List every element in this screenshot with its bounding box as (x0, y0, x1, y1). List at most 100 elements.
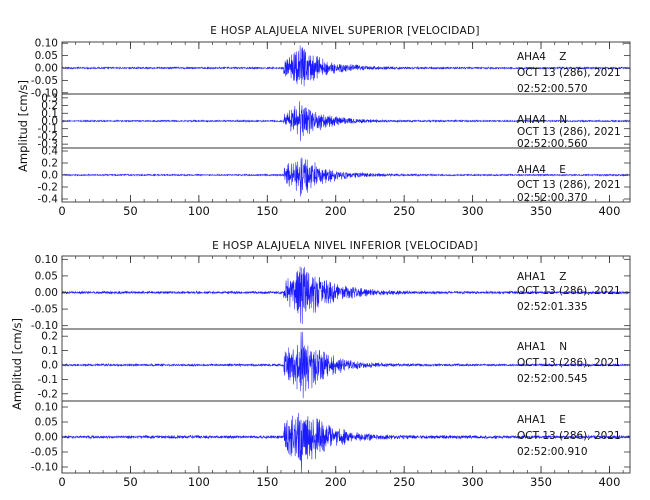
y-tick-label: 0.2 (41, 100, 58, 112)
y-tick-label: -0.10 (31, 320, 58, 332)
x-tick-label: 150 (256, 475, 278, 489)
y-tick-label: -0.05 (31, 304, 58, 316)
x-tick-label: 150 (256, 204, 278, 218)
component-code: E (559, 414, 566, 426)
station-label: AHA4 N (517, 114, 567, 126)
x-axis: 0 50 100 150 200 250 300 350 400 (58, 256, 624, 489)
y-tick-label: -0.05 (31, 447, 58, 459)
component-code: Z (559, 51, 566, 63)
y-tick-label: 0.00 (35, 63, 58, 75)
station-code: AHA4 (517, 114, 546, 126)
y-tick-label: -0.1 (38, 374, 59, 386)
y-ticks: 0.30.20.10.0-0.1-0.2-0.3 (38, 92, 630, 151)
trace-date: OCT 13 (286), 2021 (517, 67, 621, 79)
waveform-line (61, 45, 631, 87)
y-tick-label: 0.00 (35, 432, 58, 444)
component-code: N (559, 114, 567, 126)
station-label: AHA1 N (517, 341, 567, 353)
x-tick-label: 400 (598, 204, 620, 218)
trace-time: 02:52:00.370 (517, 192, 588, 204)
y-tick-label: -0.2 (38, 131, 59, 143)
y-tick-label: -0.10 (31, 87, 58, 99)
x-tick-label: 200 (325, 475, 347, 489)
x-tick-label: 0 (58, 475, 65, 489)
y-tick-label: -0.1 (38, 123, 59, 135)
x-tick-label: 200 (325, 204, 347, 218)
y-tick-label: 0.00 (35, 287, 58, 299)
y-tick-label: -0.2 (38, 388, 59, 400)
plot-frame (61, 41, 631, 203)
y-tick-label: 0.1 (41, 345, 58, 357)
y-tick-label: 0.05 (35, 270, 58, 282)
trace-time: 02:52:00.560 (517, 138, 588, 150)
x-tick-label: 300 (462, 475, 484, 489)
y-tick-label: 0.2 (41, 331, 58, 343)
y-ticks: 0.100.050.00-0.05-0.10 (31, 402, 630, 474)
trace-panel-aha4-e: 0.40.20.0-0.2-0.4 AHA4 E OCT 13 (286), 2… (38, 146, 631, 206)
trace-time: 02:52:00.570 (517, 83, 588, 95)
waveform-group (61, 157, 631, 197)
trace-panel-aha1-e: 0.10 0.05 0.00 -0.05 -0.10 AHA1 E OCT 13 (28… (31, 402, 631, 474)
waveform-group (61, 412, 631, 474)
y-tick-label: 0.0 (41, 116, 58, 128)
waveform-line (61, 412, 631, 474)
chart-title: E HOSP ALAJUELA NIVEL INFERIOR [VELOCIDA… (212, 240, 478, 252)
x-tick-label: 250 (393, 204, 415, 218)
x-tick-label: 400 (598, 475, 620, 489)
trace-panel-aha4-z: 0.100.050.00-0.05-0.10 AHA4 Z OCT 13 (28… (31, 38, 631, 99)
x-tick-label: 250 (393, 475, 415, 489)
x-tick-label: 0 (58, 204, 65, 218)
x-tick-label: 350 (530, 475, 552, 489)
waveform-group (61, 266, 631, 325)
y-tick-label: 0.0 (41, 360, 58, 372)
x-axis: 0 50 100 150 200 250 300 350 400 (58, 42, 624, 218)
chart-superior: E HOSP ALAJUELA NIVEL SUPERIOR [VELOCIDA… (16, 25, 631, 218)
y-tick-label: 0.3 (41, 92, 58, 104)
y-tick-label: 0.10 (35, 38, 58, 50)
waveform-line (61, 157, 631, 197)
waveform-group (61, 101, 631, 142)
y-tick-label: 0.4 (41, 146, 58, 158)
waveform-group (61, 45, 631, 87)
trace-date: OCT 13 (286), 2021 (517, 285, 621, 297)
x-tick-label: 100 (188, 475, 210, 489)
y-tick-label: -0.3 (38, 139, 59, 151)
y-tick-label: 0.10 (35, 402, 58, 414)
x-tick-label: 300 (462, 204, 484, 218)
y-ticks: 0.100.050.00-0.05-0.10 (31, 38, 630, 99)
x-tick-label: 50 (123, 204, 138, 218)
waveform-group (61, 331, 631, 399)
trace-date: OCT 13 (286), 2021 (517, 430, 621, 442)
y-tick-label: -0.2 (38, 182, 59, 194)
station-label: AHA1 E (517, 414, 566, 426)
station-code: AHA1 (517, 271, 546, 283)
station-code: AHA1 (517, 341, 546, 353)
trace-panel-aha4-n: 0.30.20.10.0-0.1-0.2-0.3 AHA4 N OCT 13 (… (38, 92, 631, 151)
trace-date: OCT 13 (286), 2021 (517, 357, 621, 369)
trace-panel-aha1-z: 0.10 0.05 0.00 -0.05 -0.10 AHA1 Z OCT 13 (28… (31, 254, 631, 332)
trace-time: 02:52:00.545 (517, 373, 588, 385)
waveform-line (61, 331, 631, 399)
y-tick-label: 0.1 (41, 108, 58, 120)
x-tick-label: 100 (188, 204, 210, 218)
station-label: AHA1 Z (517, 271, 567, 283)
trace-time: 02:52:00.910 (517, 446, 588, 458)
y-tick-label: -0.10 (31, 462, 58, 474)
y-tick-label: 0.0 (41, 170, 58, 182)
station-code: AHA4 (517, 51, 546, 63)
y-ticks: 0.40.20.0-0.2-0.4 (38, 146, 630, 206)
trace-date: OCT 13 (286), 2021 (517, 179, 621, 191)
trace-time: 02:52:01.335 (517, 301, 588, 313)
y-tick-label: 0.10 (35, 254, 58, 266)
plot-frame (61, 255, 631, 474)
waveform-line (61, 266, 631, 325)
x-tick-label: 50 (123, 475, 138, 489)
component-code: E (559, 164, 566, 176)
x-tick-label: 350 (530, 204, 552, 218)
y-axis-label: Amplitud [cm/s] (16, 80, 30, 172)
y-ticks: 0.10 0.05 0.00 -0.05 -0.10 (31, 254, 630, 332)
y-axis-label: Amplitud [cm/s] (10, 318, 24, 410)
station-code: AHA4 (517, 164, 546, 176)
station-code: AHA1 (517, 414, 546, 426)
